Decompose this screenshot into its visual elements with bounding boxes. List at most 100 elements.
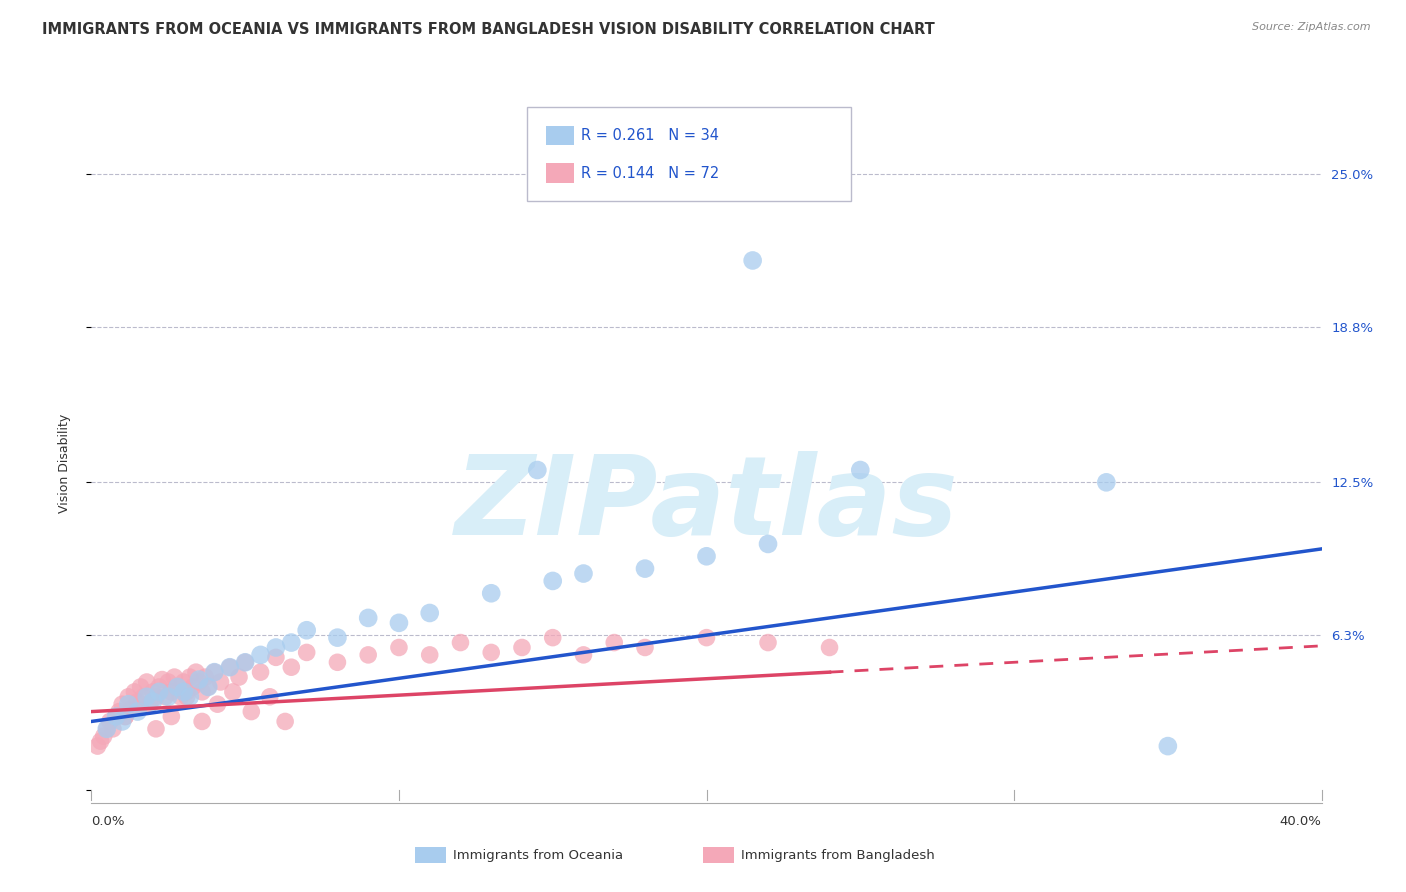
Point (145, 690, 167, 704)
Point (153, 690, 177, 704)
Point (357, 648, 380, 662)
Point (157, 690, 180, 704)
Point (148, 680, 170, 694)
Text: Immigrants from Bangladesh: Immigrants from Bangladesh (741, 849, 935, 862)
Point (280, 635, 302, 649)
Point (96, 722, 118, 736)
Point (105, 709, 127, 723)
Point (357, 611, 380, 625)
Point (111, 697, 134, 711)
Point (179, 670, 201, 684)
Point (572, 566, 595, 581)
Point (142, 685, 165, 699)
Point (124, 685, 146, 699)
Point (1095, 475, 1118, 490)
Point (756, 635, 779, 649)
Point (127, 695, 149, 709)
Point (98, 714, 121, 729)
Point (510, 640, 533, 655)
Text: Source: ZipAtlas.com: Source: ZipAtlas.com (1253, 22, 1371, 32)
Text: 0.0%: 0.0% (91, 815, 125, 828)
Point (249, 665, 271, 680)
Point (173, 685, 195, 699)
Point (129, 680, 152, 694)
Text: Immigrants from Oceania: Immigrants from Oceania (453, 849, 623, 862)
Point (197, 680, 219, 694)
Point (479, 645, 502, 659)
Point (209, 675, 232, 690)
Point (388, 640, 411, 655)
Point (280, 660, 302, 674)
Point (142, 695, 165, 709)
Point (388, 615, 411, 630)
Point (1157, 739, 1180, 753)
Point (117, 690, 139, 704)
Point (184, 665, 207, 680)
Point (194, 670, 217, 684)
Point (696, 549, 718, 564)
Point (111, 714, 134, 729)
Point (218, 660, 240, 674)
Point (105, 709, 127, 723)
Point (148, 685, 170, 699)
Point (603, 635, 626, 649)
Text: R = 0.261   N = 34: R = 0.261 N = 34 (581, 128, 718, 143)
Point (150, 673, 173, 687)
Point (222, 685, 245, 699)
Point (295, 645, 318, 659)
Point (419, 606, 441, 620)
Point (202, 665, 225, 680)
Point (176, 690, 198, 704)
Point (127, 705, 149, 719)
Point (166, 680, 188, 694)
Point (160, 709, 183, 723)
Point (233, 655, 256, 669)
Point (741, 253, 763, 268)
Point (135, 690, 157, 704)
Point (818, 640, 841, 655)
Point (634, 561, 657, 575)
Point (756, 537, 779, 551)
Point (145, 722, 167, 736)
Point (135, 675, 157, 690)
Point (181, 680, 204, 694)
Point (166, 680, 188, 694)
Point (264, 650, 287, 665)
Point (176, 685, 198, 699)
Point (93, 729, 115, 743)
Point (114, 709, 136, 723)
Point (326, 655, 349, 669)
Text: 40.0%: 40.0% (1279, 815, 1322, 828)
Point (173, 675, 195, 690)
Text: R = 0.144   N = 72: R = 0.144 N = 72 (581, 166, 718, 180)
Point (207, 697, 229, 711)
Point (139, 697, 162, 711)
Point (326, 631, 349, 645)
Y-axis label: Vision Disability: Vision Disability (58, 414, 70, 514)
Point (274, 714, 297, 729)
Point (90, 734, 112, 748)
Text: IMMIGRANTS FROM OCEANIA VS IMMIGRANTS FROM BANGLADESH VISION DISABILITY CORRELAT: IMMIGRANTS FROM OCEANIA VS IMMIGRANTS FR… (42, 22, 935, 37)
Point (188, 675, 211, 690)
Point (114, 709, 136, 723)
Point (541, 631, 564, 645)
Point (129, 697, 152, 711)
Point (132, 690, 155, 704)
Point (96, 722, 118, 736)
Point (264, 640, 287, 655)
Point (572, 648, 595, 662)
Point (191, 685, 214, 699)
Point (541, 574, 564, 588)
Point (120, 702, 142, 716)
Point (202, 665, 225, 680)
Point (197, 680, 219, 694)
Point (218, 660, 240, 674)
Point (228, 670, 250, 684)
Point (108, 705, 131, 719)
Point (634, 640, 657, 655)
Point (86, 739, 108, 753)
Point (240, 705, 263, 719)
Point (117, 697, 139, 711)
Point (249, 648, 271, 662)
Text: ZIPatlas: ZIPatlas (454, 451, 959, 558)
